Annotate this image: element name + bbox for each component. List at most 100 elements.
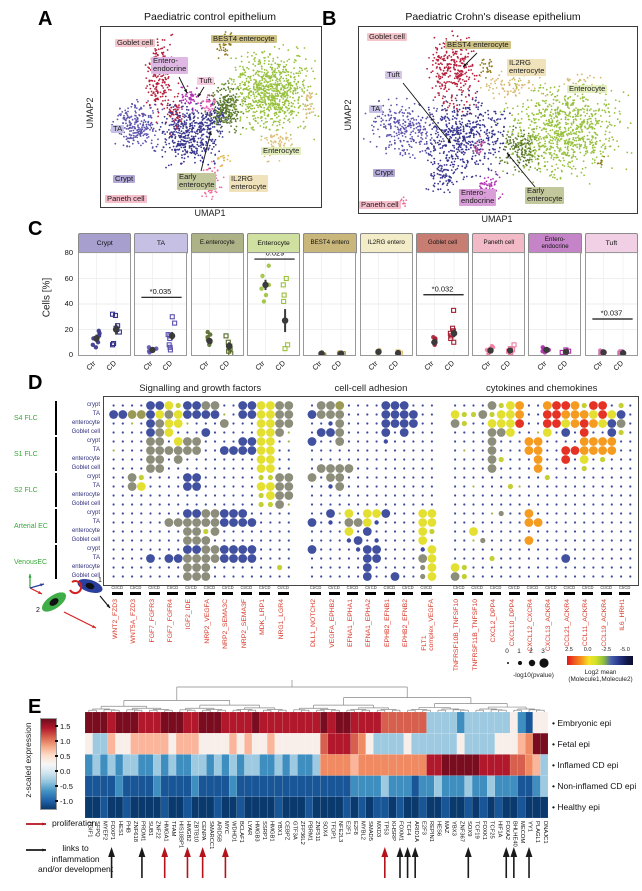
dotplot-gene-label: EPHB2_EFNB1 bbox=[383, 599, 391, 647]
heatmap-gene-label: SMARCC1 bbox=[207, 821, 214, 850]
dotplot-ctrcd-label: CtrCD bbox=[618, 585, 631, 590]
dotplot-ctrcd-label: CtrCD bbox=[600, 585, 613, 590]
heatmap-gene-label: MYC bbox=[223, 821, 229, 834]
pvalue-legend-value: 2 bbox=[529, 648, 533, 655]
dotplot-ctrcd-label: CtrCD bbox=[258, 585, 271, 590]
x-axis-tick-label: Ctr bbox=[591, 358, 605, 373]
dotplot-axis-dash bbox=[420, 592, 432, 596]
heatmap-gene-label: MYBL2 bbox=[359, 821, 366, 841]
log2mean-tick: -2.5 bbox=[601, 647, 612, 653]
dotplot-axis-dash bbox=[526, 592, 538, 596]
heatmap-row-label: • Non-inflamed CD epi bbox=[552, 781, 637, 792]
heatmap-gene-label: PLAGL1 bbox=[534, 821, 541, 843]
umap-cluster-label: Paneth cell bbox=[105, 194, 147, 204]
umap-cluster-label: IL2RG enterocyte bbox=[229, 174, 269, 192]
dotplot-ctrcd-label: CtrCD bbox=[383, 585, 396, 590]
dotplot-axis-dash bbox=[203, 592, 215, 596]
x-axis-tick-label: Ctr bbox=[197, 358, 211, 373]
dotplot-ctrcd-label: CtrCD bbox=[148, 585, 160, 590]
dotplot-axis-dash bbox=[563, 592, 575, 596]
heatmap-gene-label: E2F3 bbox=[420, 821, 427, 835]
dotplot-row-label: enterocyte bbox=[71, 455, 100, 462]
x-axis-tick-label: Ctr bbox=[478, 358, 493, 373]
dotplot-ctrcd-label: CtrCD bbox=[526, 585, 539, 590]
panel-a-xlabel: UMAP1 bbox=[194, 208, 226, 218]
x-axis-tick-label: CD bbox=[385, 358, 400, 373]
annotation-legend: proliferation links to inflammation and/o… bbox=[24, 816, 174, 886]
dotplot-axis-dash bbox=[111, 592, 123, 596]
dotplot-gene-label: CXCL10_DPP4 bbox=[508, 599, 516, 647]
log2mean-colorbar bbox=[567, 656, 633, 665]
heatmap-gene-label: HES1 bbox=[116, 821, 123, 837]
pvalue-legend-dots bbox=[500, 656, 560, 670]
heatmap-gene-label: CEBPZ bbox=[283, 821, 290, 841]
facet-header: Paneth cell bbox=[472, 233, 526, 254]
heatmap-gene-label: TCF25 bbox=[488, 821, 495, 839]
dotplot-axis-dash bbox=[259, 592, 271, 596]
dotplot-ctrcd-label: CtrCD bbox=[508, 585, 520, 590]
dotplot-gene-label: TNFRSF11B_TNFSF10 bbox=[471, 599, 479, 671]
panel-e-colorbar-label: z-scaled expression bbox=[23, 722, 33, 798]
dotplot-dots bbox=[109, 401, 632, 581]
dotplot-ctrcd-label: CtrCD bbox=[545, 585, 557, 590]
panel-c-letter: C bbox=[28, 218, 43, 240]
gene-annotation-arrows bbox=[85, 846, 548, 880]
dotplot-row-label: enterocyte bbox=[71, 491, 100, 498]
facet-plot bbox=[303, 252, 357, 357]
dotplot-box bbox=[103, 396, 639, 586]
dotplot-row-label: enterocyte bbox=[71, 563, 100, 570]
x-axis-tick-label: Ctr bbox=[84, 358, 98, 373]
facet-plot: *0.032 bbox=[415, 252, 469, 356]
dotplot-ctrcd-label: CtrCD bbox=[185, 585, 197, 590]
dotplot-gene-label: FLT1 complex_VEGFA bbox=[420, 599, 435, 651]
facet-points: *0.032 bbox=[416, 252, 468, 355]
facet-header: BEST4 entero bbox=[303, 233, 357, 254]
dotplot-gene-label: NRG1_LGR4 bbox=[277, 599, 285, 640]
log2mean-tick: 0.0 bbox=[583, 647, 592, 653]
zscale-tick-label: 1.5 bbox=[60, 721, 71, 731]
dotplot-ctrcd-label: CtrCD bbox=[563, 585, 576, 590]
dotplot-axis-dash bbox=[240, 592, 252, 596]
heatmap-gene-label: MXD3 bbox=[374, 821, 381, 838]
dotplot-ctrcd-label: CtrCD bbox=[401, 585, 414, 590]
heatmap-gene-label: E2F1 bbox=[344, 821, 351, 835]
umap-cluster-label: Goblet cell bbox=[115, 38, 155, 48]
dotplot-row-label: TA bbox=[92, 554, 100, 561]
panel-b-letter: B bbox=[322, 8, 337, 30]
x-axis-tick-label: CD bbox=[554, 358, 569, 373]
heatmap-gene-label: KHSRP bbox=[389, 821, 396, 841]
heatmap-cells bbox=[84, 711, 549, 819]
dotplot-gene-label: VEGFA_EPHB2 bbox=[328, 599, 336, 648]
dotplot-rowgroup-bracket bbox=[55, 437, 57, 471]
facet-plot bbox=[78, 252, 131, 356]
x-axis-tick-label: Ctr bbox=[253, 358, 267, 373]
heatmap-gene-label: HIS18BP1 bbox=[177, 821, 184, 849]
heatmap-gene-label: ZNF367 bbox=[458, 821, 465, 842]
dotplot-rowgroup-bracket bbox=[55, 545, 57, 579]
heatmap-gene-label: SOX4 bbox=[321, 821, 328, 837]
dotplot-ctrcd-label: CtrCD bbox=[222, 585, 234, 590]
facet-plot bbox=[528, 252, 582, 357]
facet-plot bbox=[359, 252, 413, 357]
dotplot-rowgroup-bracket bbox=[55, 473, 57, 507]
dotplot-row-label: crypt bbox=[86, 473, 100, 480]
facet-points: *0.037 bbox=[585, 252, 637, 357]
dotplot-ctrcd-label: CtrCD bbox=[203, 585, 216, 590]
heatmap-gene-label: SUB1 bbox=[147, 821, 154, 837]
panel-b-xlabel: UMAP1 bbox=[481, 214, 513, 224]
heatmap-gene-label: MECOM bbox=[519, 821, 526, 844]
dotplot-axis-dash bbox=[185, 592, 197, 596]
dotplot-gene-label: NRP2_SEMA3C bbox=[222, 599, 230, 649]
heatmap-gene-label: MAZ bbox=[443, 821, 450, 834]
heatmap-gene-label: E2F8 bbox=[352, 821, 359, 835]
dotplot-row-label: crypt bbox=[86, 401, 100, 408]
heatmap-gene-label: TGIF1 bbox=[86, 821, 93, 838]
x-axis-tick-label: Ctr bbox=[309, 358, 324, 373]
y-axis-tick-label: 60 bbox=[64, 273, 73, 283]
dendrogram bbox=[85, 680, 548, 712]
dotplot-ctrcd-label: CtrCD bbox=[365, 585, 377, 590]
zscale-tick-mark bbox=[55, 754, 58, 757]
umap-cluster-label: Enterocyte bbox=[567, 84, 608, 94]
